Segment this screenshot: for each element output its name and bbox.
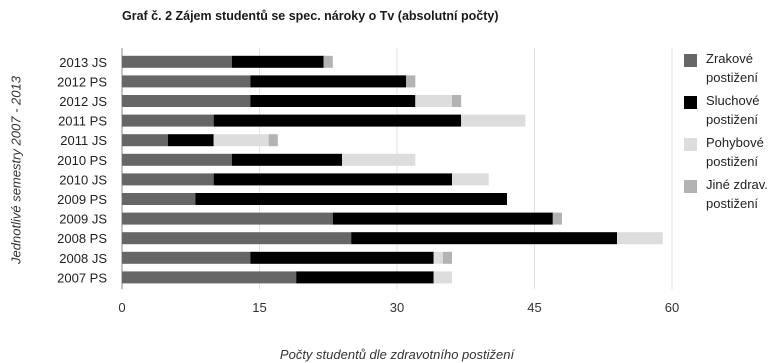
bar-segment — [122, 173, 214, 186]
legend-label: Jiné zdrav. postižení — [706, 177, 768, 211]
legend-swatch — [684, 138, 697, 151]
category-label: 2011 JS — [60, 133, 107, 148]
bar-segment — [342, 153, 416, 166]
bar-segment — [122, 153, 232, 166]
bar-segment — [617, 232, 663, 245]
bar-segment — [122, 114, 214, 127]
bar-segment — [433, 251, 443, 264]
legend-item-zrakove: Zrakové postižení — [684, 49, 779, 87]
x-tick-label: 0 — [118, 300, 125, 315]
bar-segment — [433, 271, 452, 284]
bar-segment — [122, 75, 251, 88]
category-label: 2008 PS — [57, 231, 107, 246]
bar-segment — [268, 134, 278, 147]
category-label: 2009 PS — [57, 192, 107, 207]
bar-segment — [332, 212, 553, 225]
bar-segment — [213, 114, 462, 127]
bar-segment — [406, 75, 416, 88]
category-label: 2007 PS — [57, 270, 107, 285]
bar-segment — [452, 95, 462, 107]
chart-title: Graf č. 2 Zájem studentů se spec. nároky… — [122, 9, 499, 23]
bar-segment — [296, 271, 434, 284]
legend-swatch — [684, 54, 697, 67]
x-tick-label: 60 — [665, 300, 679, 315]
bar-segment — [213, 134, 269, 147]
bar-segment — [232, 55, 324, 68]
legend-item-pohybove: Pohybové postižení — [684, 133, 779, 171]
category-label: 2012 PS — [57, 74, 107, 89]
bar-segment — [250, 95, 416, 107]
bar-segment — [415, 95, 452, 107]
legend-label: Zrakové postižení — [706, 51, 759, 85]
bar-segment — [232, 153, 342, 166]
bar-segment — [250, 251, 434, 264]
legend: Zrakové postižení Sluchové postižení Poh… — [684, 49, 779, 217]
bar-segment — [122, 95, 251, 107]
legend-swatch — [684, 180, 697, 193]
legend-swatch — [684, 96, 697, 109]
category-label: 2012 JS — [59, 94, 107, 109]
category-label: 2009 JS — [59, 212, 107, 227]
bar-segment — [122, 251, 251, 264]
legend-label: Pohybové postižení — [706, 135, 764, 169]
bar-segment — [122, 232, 352, 245]
bar-segment — [167, 134, 214, 147]
legend-item-sluchove: Sluchové postižení — [684, 91, 779, 129]
bar-segment — [250, 75, 407, 88]
category-label: 2008 JS — [59, 251, 107, 266]
bar-segment — [195, 193, 508, 205]
category-label: 2013 JS — [59, 55, 107, 70]
bar-segment — [122, 193, 196, 205]
x-tick-label: 15 — [252, 300, 266, 315]
bar-segment — [552, 212, 562, 225]
bar-segment — [452, 173, 489, 186]
bar-segment — [122, 212, 333, 225]
bar-segment — [122, 134, 168, 147]
bar-segment — [461, 114, 526, 127]
legend-item-jine: Jiné zdrav. postižení — [684, 175, 779, 213]
category-label: 2010 JS — [59, 172, 107, 187]
legend-label: Sluchové postižení — [706, 93, 760, 127]
bar-segment — [122, 271, 297, 284]
bar-segment — [122, 55, 232, 68]
bar-segment — [442, 251, 452, 264]
x-axis-title: Počty studentů dle zdravotního postižení — [279, 347, 515, 362]
x-tick-label: 45 — [527, 300, 541, 315]
bar-segment — [351, 232, 617, 245]
bar-segment — [213, 173, 452, 186]
category-label: 2011 PS — [58, 114, 107, 129]
bar-segment — [323, 55, 333, 68]
category-label: 2010 PS — [57, 153, 107, 168]
x-tick-label: 30 — [390, 300, 404, 315]
